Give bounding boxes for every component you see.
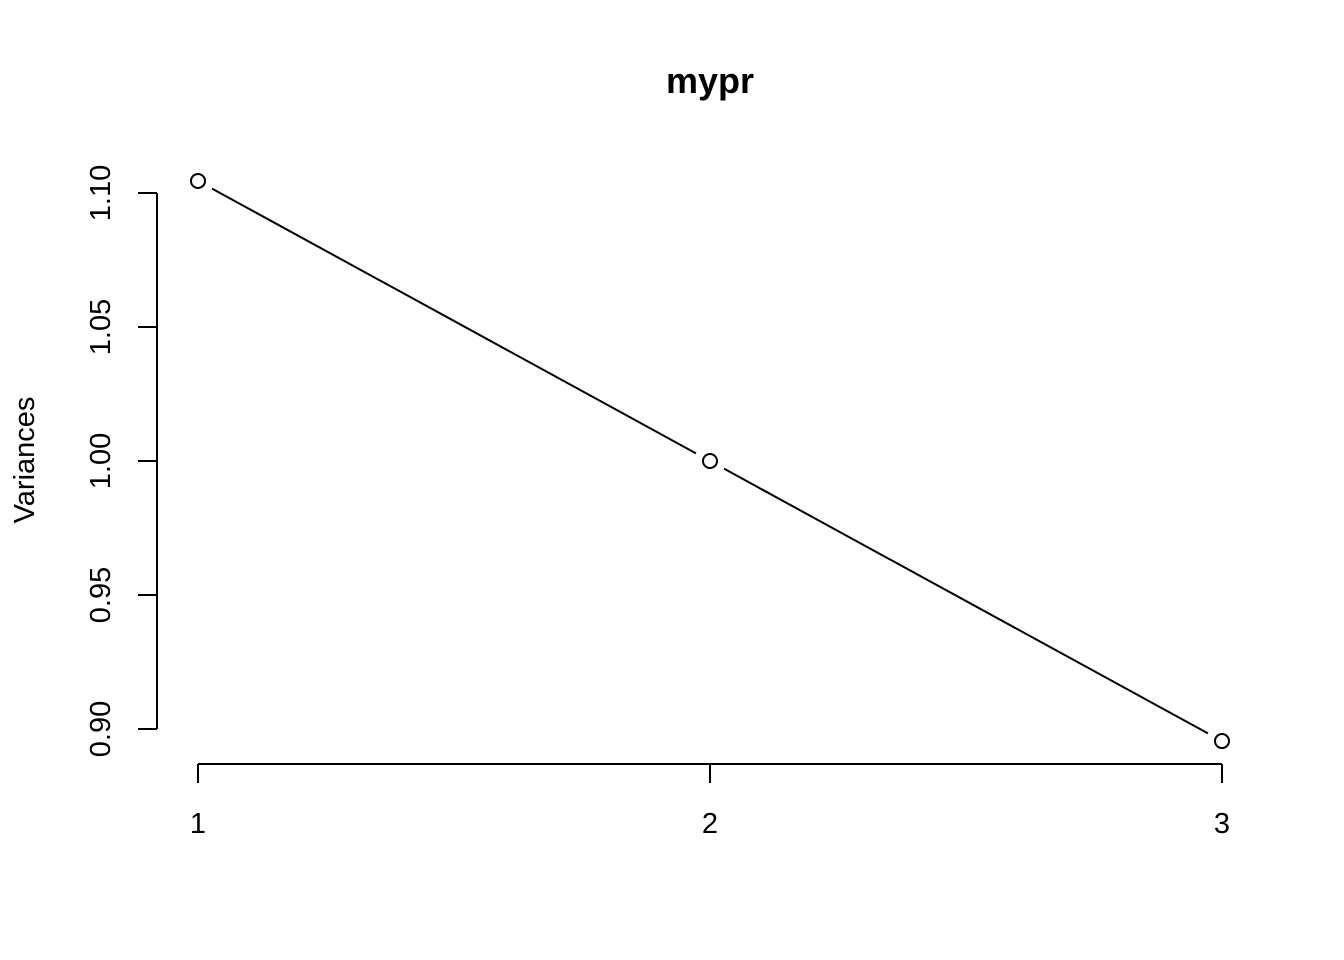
chart-title: mypr: [666, 60, 754, 101]
data-point: [1214, 733, 1230, 750]
y-tick-label: 0.95: [85, 567, 117, 623]
y-axis: 0.90 0.95 1.00 1.05 1.10: [85, 165, 158, 757]
x-tick-label: 3: [1214, 808, 1230, 840]
y-tick-label: 0.90: [85, 701, 117, 757]
x-tick-label: 2: [702, 808, 718, 840]
x-axis: 1 2 3: [190, 763, 1230, 840]
x-tick-label: 1: [190, 808, 206, 840]
series-line-segment: [211, 187, 697, 455]
series-layer: [190, 172, 1230, 750]
data-point: [190, 172, 206, 189]
y-tick-label: 1.05: [85, 299, 117, 355]
series-line-segment: [723, 467, 1209, 735]
y-axis-label: Variances: [9, 397, 41, 524]
y-tick-label: 1.10: [85, 165, 117, 221]
y-tick-label: 1.00: [85, 433, 117, 489]
data-point: [702, 453, 718, 469]
